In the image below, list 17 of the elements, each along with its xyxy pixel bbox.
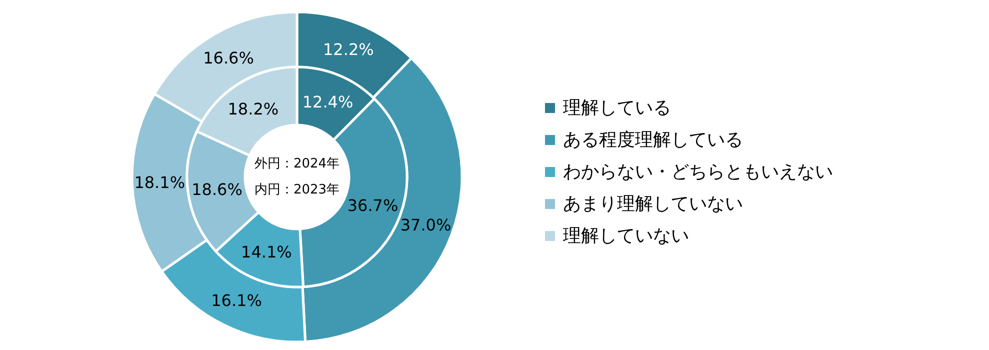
data-label: 12.2% <box>323 40 374 59</box>
data-label: 16.6% <box>203 48 254 68</box>
legend-label: ある程度理解している <box>563 130 743 150</box>
data-label: 16.1% <box>211 290 262 310</box>
data-label: 37.0% <box>400 216 452 235</box>
text: 外円：2024年 <box>254 156 340 172</box>
data-label: 18.6% <box>192 180 242 200</box>
data-label: 18.1% <box>134 173 186 192</box>
data-label: 14.1% <box>241 242 292 262</box>
legend-label: わからない・どちらともいえない <box>563 162 833 182</box>
text: 内円：2023年 <box>254 182 340 198</box>
data-label: 36.7% <box>347 196 398 216</box>
legend-label: あまり理解していない <box>563 194 743 214</box>
data-label: 12.4% <box>302 92 354 112</box>
legend-label: 理解している <box>563 98 671 118</box>
data-label: 18.2% <box>228 99 279 118</box>
legend-label: 理解していない <box>563 226 689 246</box>
